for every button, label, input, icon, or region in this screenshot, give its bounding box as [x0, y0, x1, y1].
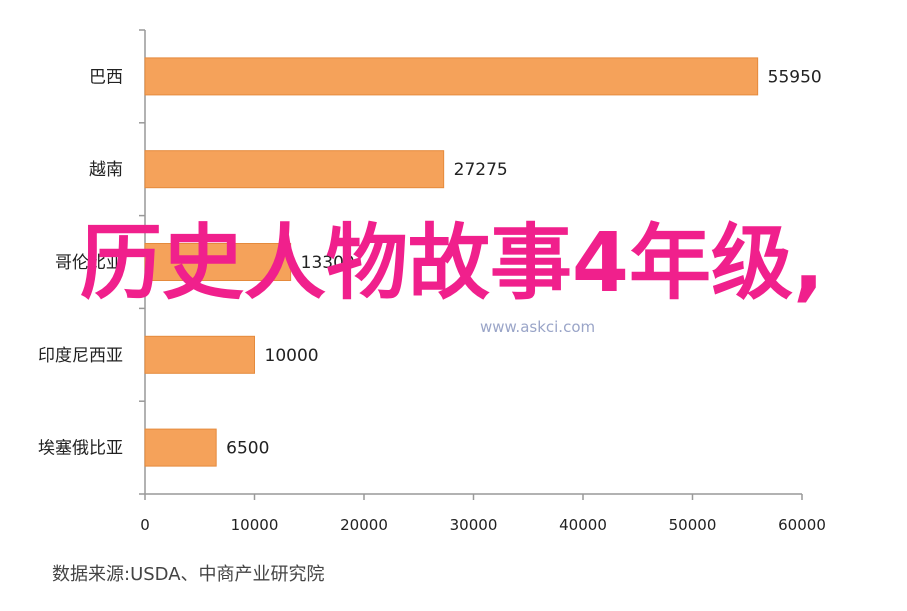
- category-label: 印度尼西亚: [38, 346, 123, 366]
- bar: [144, 335, 255, 374]
- bar: [144, 150, 445, 189]
- value-label: 55950: [768, 67, 822, 87]
- x-tick-label: 50000: [669, 516, 717, 534]
- x-tick-label: 40000: [559, 516, 607, 534]
- source-note: 数据来源:USDA、中商产业研究院: [52, 564, 325, 585]
- value-label: 13300: [301, 253, 355, 273]
- bar: [144, 57, 759, 96]
- value-labels: 55950 27275 13300 10000 6500: [226, 67, 822, 458]
- bar: [144, 243, 292, 281]
- watermark-text: www.askci.com: [480, 318, 596, 336]
- category-label: 巴西: [89, 67, 123, 87]
- category-label: 哥伦比亚: [55, 253, 123, 273]
- value-label: 10000: [265, 346, 319, 366]
- x-tick-label: 30000: [450, 516, 498, 534]
- bar: [144, 428, 217, 467]
- category-label: 埃塞俄比亚: [38, 439, 123, 459]
- x-axis-ticks: [144, 494, 803, 500]
- x-tick-label: 60000: [778, 516, 826, 534]
- value-label: 6500: [226, 439, 269, 459]
- y-axis-ticks: [139, 29, 145, 495]
- category-label: 越南: [89, 160, 123, 180]
- x-tick-label: 10000: [231, 516, 279, 534]
- overlay-title: 历史人物故事4年级,: [79, 216, 825, 311]
- bars: [144, 57, 759, 467]
- x-tick-labels: 0 10000 20000 30000 40000 50000 60000: [140, 516, 826, 534]
- value-label: 27275: [454, 160, 508, 180]
- x-tick-label: 20000: [340, 516, 388, 534]
- x-tick-label: 0: [140, 516, 150, 534]
